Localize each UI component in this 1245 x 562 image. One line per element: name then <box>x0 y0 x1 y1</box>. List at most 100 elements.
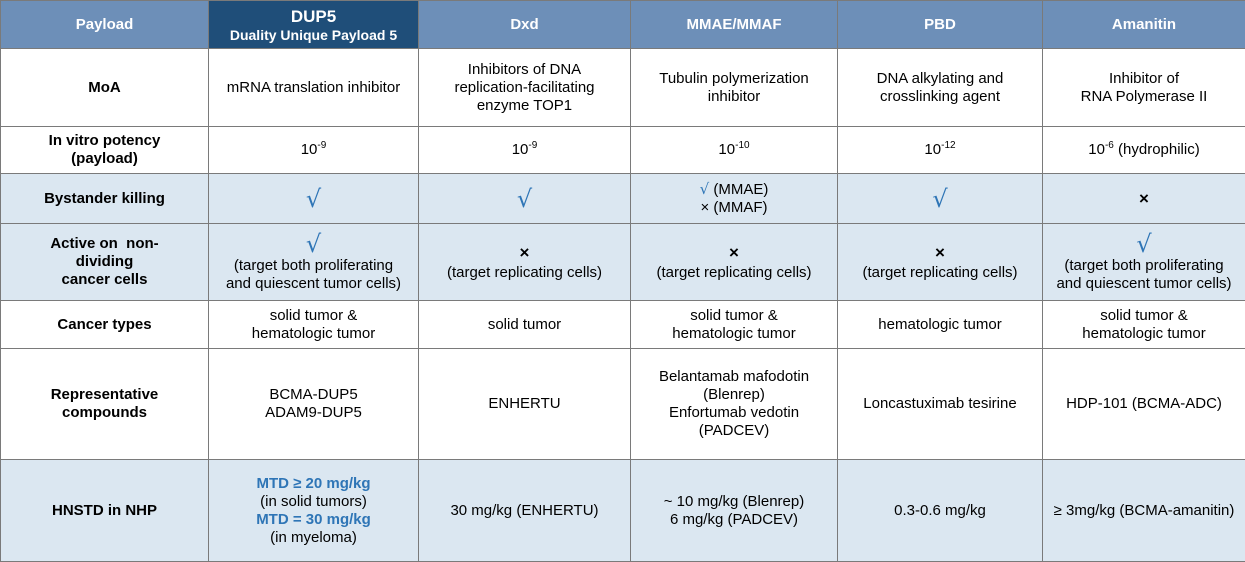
text-line: (payload) <box>3 150 206 168</box>
check-icon: √ <box>211 186 416 212</box>
row-nondividing: Active on non- dividing cancer cells √ (… <box>1 224 1245 301</box>
cell-potency-pbd: 10-12 <box>838 127 1043 174</box>
mtd-myeloma: MTD = 30 mg/kg <box>211 511 416 529</box>
text-line: (target replicating cells) <box>840 264 1040 282</box>
header-dup5: DUP5 Duality Unique Payload 5 <box>209 1 419 49</box>
text-line: solid tumor & <box>633 307 835 325</box>
row-label-nondividing: Active on non- dividing cancer cells <box>1 224 209 301</box>
text-line: dividing <box>3 253 206 271</box>
text-line: (target replicating cells) <box>633 264 835 282</box>
text-line: × (MMAF) <box>633 199 835 217</box>
row-label-bystander: Bystander killing <box>1 174 209 224</box>
text-line: and quiescent tumor cells) <box>211 275 416 293</box>
cell-potency-dup5: 10-9 <box>209 127 419 174</box>
text-line: compounds <box>3 404 206 422</box>
dup5-title: DUP5 <box>211 7 416 27</box>
header-pbd: PBD <box>838 1 1043 49</box>
potency-base: 10 <box>924 141 941 158</box>
cell-compounds-amanitin: HDP-101 (BCMA-ADC) <box>1043 349 1245 460</box>
cell-bystander-mmae: √ (MMAE) × (MMAF) <box>631 174 838 224</box>
potency-exponent: -9 <box>317 140 326 151</box>
mmaf-label: (MMAF) <box>713 199 767 216</box>
text-line: (target both proliferating <box>211 257 416 275</box>
cell-hnstd-mmae: ~ 10 mg/kg (Blenrep) 6 mg/kg (PADCEV) <box>631 460 838 562</box>
cell-cancer-mmae: solid tumor & hematologic tumor <box>631 301 838 349</box>
cross-icon: × <box>840 242 1040 264</box>
text-line: solid tumor & <box>1045 307 1243 325</box>
text-line: (Blenrep) <box>633 386 835 404</box>
text-line: In vitro potency <box>3 132 206 150</box>
cell-hnstd-pbd: 0.3-0.6 mg/kg <box>838 460 1043 562</box>
cell-compounds-pbd: Loncastuximab tesirine <box>838 349 1043 460</box>
potency-base: 10 <box>301 141 318 158</box>
header-amanitin: Amanitin <box>1043 1 1245 49</box>
cell-compounds-dup5: BCMA-DUP5 ADAM9-DUP5 <box>209 349 419 460</box>
text-line: hematologic tumor <box>211 325 416 343</box>
cell-hnstd-amanitin: ≥ 3mg/kg (BCMA-amanitin) <box>1043 460 1245 562</box>
cell-potency-dxd: 10-9 <box>419 127 631 174</box>
check-icon: √ <box>840 186 1040 212</box>
cell-cancer-amanitin: solid tumor & hematologic tumor <box>1043 301 1245 349</box>
check-icon: √ <box>700 180 710 198</box>
row-label-hnstd: HNSTD in NHP <box>1 460 209 562</box>
cell-hnstd-dxd: 30 mg/kg (ENHERTU) <box>419 460 631 562</box>
potency-base: 10 <box>718 141 735 158</box>
text-line: Belantamab mafodotin <box>633 368 835 386</box>
potency-exponent: -12 <box>941 140 955 151</box>
text-line: ADAM9-DUP5 <box>211 404 416 422</box>
text-line: inhibitor <box>633 88 835 106</box>
potency-exponent: -10 <box>735 140 749 151</box>
cell-cancer-dup5: solid tumor & hematologic tumor <box>209 301 419 349</box>
dup5-subtitle: Duality Unique Payload 5 <box>211 27 416 43</box>
text-line: Tubulin polymerization <box>633 70 835 88</box>
cell-cancer-dxd: solid tumor <box>419 301 631 349</box>
row-label-compounds: Representative compounds <box>1 349 209 460</box>
cell-hnstd-dup5: MTD ≥ 20 mg/kg (in solid tumors) MTD = 3… <box>209 460 419 562</box>
cell-nondividing-mmae: × (target replicating cells) <box>631 224 838 301</box>
header-row: Payload DUP5 Duality Unique Payload 5 Dx… <box>1 1 1245 49</box>
text-line: 6 mg/kg (PADCEV) <box>633 511 835 529</box>
text-line: replication-facilitating <box>421 79 628 97</box>
text-line: Enfortumab vedotin <box>633 404 835 422</box>
cell-nondividing-pbd: × (target replicating cells) <box>838 224 1043 301</box>
cell-bystander-pbd: √ <box>838 174 1043 224</box>
text-line: and quiescent tumor cells) <box>1045 275 1243 293</box>
cell-compounds-mmae: Belantamab mafodotin (Blenrep) Enfortuma… <box>631 349 838 460</box>
cell-bystander-dup5: √ <box>209 174 419 224</box>
cell-nondividing-dup5: √ (target both proliferating and quiesce… <box>209 224 419 301</box>
potency-exponent: -9 <box>528 140 537 151</box>
cross-icon: × <box>1045 188 1243 210</box>
text-line: ~ 10 mg/kg (Blenrep) <box>633 493 835 511</box>
cell-nondividing-dxd: × (target replicating cells) <box>419 224 631 301</box>
cross-icon: × <box>421 242 628 264</box>
cell-bystander-amanitin: × <box>1043 174 1245 224</box>
cross-icon: × <box>633 242 835 264</box>
cell-moa-pbd: DNA alkylating and crosslinking agent <box>838 49 1043 127</box>
cell-moa-dxd: Inhibitors of DNA replication-facilitati… <box>419 49 631 127</box>
potency-base: 10 <box>1088 141 1105 158</box>
mtd-solid: MTD ≥ 20 mg/kg <box>211 475 416 493</box>
header-mmae-mmaf: MMAE/MMAF <box>631 1 838 49</box>
check-icon: √ <box>421 186 628 212</box>
row-moa: MoA mRNA translation inhibitor Inhibitor… <box>1 49 1245 127</box>
row-label-moa: MoA <box>1 49 209 127</box>
text-line: (in myeloma) <box>211 529 416 547</box>
text-line: BCMA-DUP5 <box>211 386 416 404</box>
row-potency: In vitro potency (payload) 10-9 10-9 10-… <box>1 127 1245 174</box>
cell-moa-mmae: Tubulin polymerization inhibitor <box>631 49 838 127</box>
text-line: DNA alkylating and <box>840 70 1040 88</box>
cell-compounds-dxd: ENHERTU <box>419 349 631 460</box>
text-line: Inhibitors of DNA <box>421 61 628 79</box>
text-line: (in solid tumors) <box>211 493 416 511</box>
text-line: hematologic tumor <box>1045 325 1243 343</box>
row-cancer-types: Cancer types solid tumor & hematologic t… <box>1 301 1245 349</box>
text-line: (target both proliferating <box>1045 257 1243 275</box>
cell-cancer-pbd: hematologic tumor <box>838 301 1043 349</box>
text-line: Inhibitor of <box>1045 70 1243 88</box>
text-line: cancer cells <box>3 271 206 289</box>
text-line: hematologic tumor <box>633 325 835 343</box>
cell-bystander-dxd: √ <box>419 174 631 224</box>
header-payload: Payload <box>1 1 209 49</box>
potency-exponent: -6 <box>1105 140 1114 151</box>
header-dxd: Dxd <box>419 1 631 49</box>
